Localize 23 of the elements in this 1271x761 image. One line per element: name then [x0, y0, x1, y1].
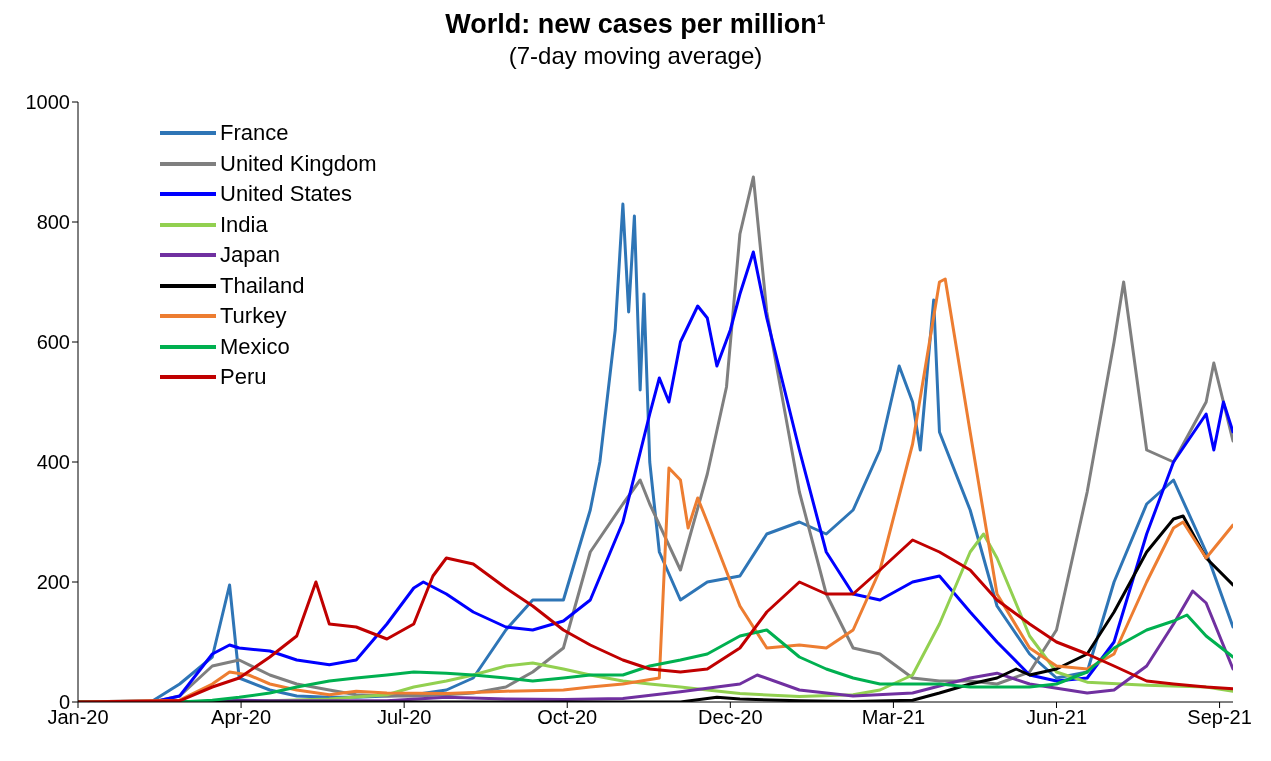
y-tick-label: 200 — [36, 571, 70, 594]
legend-label: United States — [220, 180, 353, 208]
chart-subtitle: (7-day moving average) — [507, 41, 764, 71]
y-tick-label: 600 — [36, 331, 70, 354]
legend-label: France — [220, 119, 289, 147]
y-tick-label: 1000 — [25, 91, 70, 114]
x-tick-label: Sep-21 — [1187, 706, 1252, 729]
legend-label: Mexico — [220, 332, 290, 361]
x-tick-label: Oct-20 — [537, 706, 598, 729]
legend-label: Peru — [220, 363, 267, 391]
legend-label: Thailand — [220, 271, 305, 300]
x-tick-label: Apr-20 — [211, 706, 272, 729]
legend-label: United Kingdom — [220, 149, 377, 178]
chart-title: World: new cases per million¹ — [444, 8, 827, 40]
legend-label: Japan — [220, 241, 280, 269]
x-tick-label: Jun-21 — [1025, 706, 1088, 729]
legend-label: India — [220, 210, 268, 239]
x-tick-label: Mar-21 — [861, 706, 926, 729]
y-tick-label: 800 — [36, 211, 70, 234]
legend-label: Turkey — [220, 302, 287, 330]
x-tick-label: Jul-20 — [376, 706, 432, 729]
x-tick-label: Dec-20 — [698, 706, 763, 729]
y-tick-label: 400 — [36, 451, 70, 474]
